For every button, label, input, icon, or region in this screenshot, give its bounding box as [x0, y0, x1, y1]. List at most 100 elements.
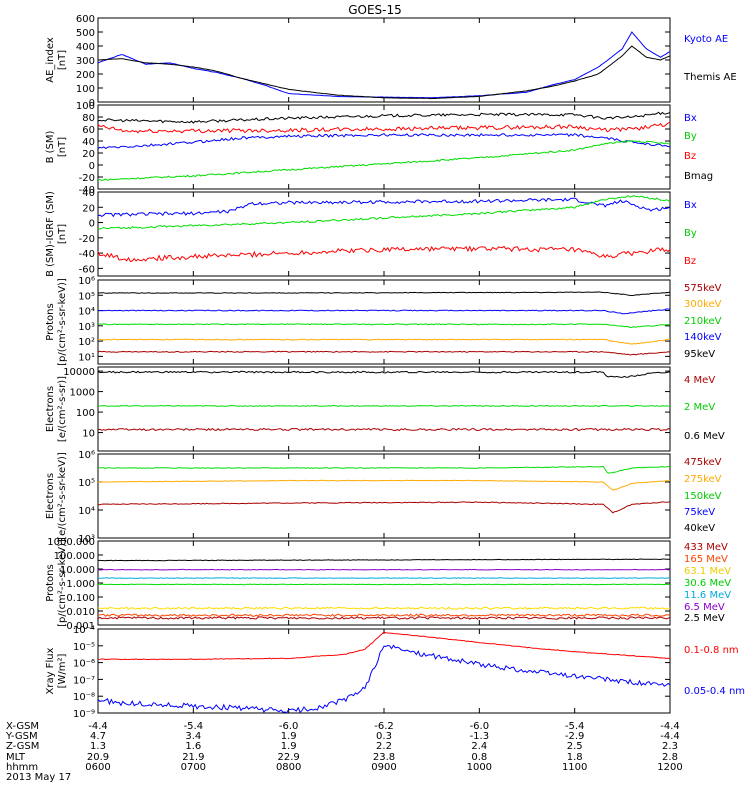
x-mlt-value: 22.9 [278, 752, 300, 763]
y-tick-label: -40 [79, 185, 95, 196]
y-tick-label: 10000 [63, 367, 95, 378]
y-tick-label: 1.000 [66, 579, 95, 590]
x-hhmm-value: 0600 [85, 762, 110, 773]
y-tick-label: 400 [76, 42, 95, 53]
y-tick-label: 0.010 [66, 607, 95, 618]
x-x-gsm-value: -4.4 [88, 721, 108, 732]
series-line-150kev [98, 465, 671, 474]
panel-frame [97, 628, 671, 714]
x-mlt-value: 0.8 [471, 752, 487, 763]
y-tick-label: 10⁻⁴ [73, 625, 95, 636]
y-tick-label: 10³ [78, 534, 95, 545]
x-hhmm-value: 0700 [181, 762, 206, 773]
legend-entry: 2.5 MeV [684, 613, 725, 624]
x-x-gsm-value: -4.4 [660, 721, 680, 732]
y-tick-label: 10⁻⁷ [73, 675, 95, 686]
legend-entry: 0.6 MeV [684, 431, 725, 442]
panel-6: 10³ 10⁴ 10⁵ 10⁶ Electrons [e/(cm²-s-sr-keV)] 4… [45, 450, 722, 545]
legend-entry: 210keV [684, 316, 722, 327]
series-line-6-5-mev [97, 568, 671, 571]
legend-entry: 475keV [684, 457, 722, 468]
legend-entry: Bx [684, 113, 697, 124]
x-hhmm-value: 1100 [562, 762, 587, 773]
y-tick-label: 300 [76, 56, 95, 67]
y-tick-label: 10⁻⁹ [73, 709, 95, 720]
x-hhmm-value: 0800 [276, 762, 301, 773]
series-line-bmag [97, 111, 671, 124]
legend-entry: 0.1-0.8 nm [684, 645, 739, 656]
y-tick-label: 80 [82, 113, 95, 124]
x-x-gsm-value: -5.4 [565, 721, 585, 732]
legend-entry: 75keV [684, 507, 715, 518]
series-line-433-mev [97, 616, 671, 620]
legend-entry: 11.6 MeV [684, 590, 731, 601]
y-tick-label: 10⁵ [78, 291, 95, 302]
y-axis-label: [nT] [57, 50, 68, 70]
legend-entry: 30.6 MeV [684, 578, 731, 589]
series-line-210kev [97, 323, 671, 329]
x-row-label: MLT [6, 752, 26, 763]
series-line-by [97, 140, 671, 182]
legend-entry: 275keV [684, 474, 722, 485]
x-hhmm-value: 1200 [657, 762, 682, 773]
series-line-300kev [97, 338, 671, 345]
y-axis-label: Electrons [45, 473, 56, 519]
x-row-label: Y-GSM [5, 731, 38, 742]
panel-3: -60 -40 -20 0 20 40 B (SM)-IGRF (SM) [nT] Bx By Bz [45, 188, 697, 277]
y-tick-label: 0.001 [66, 621, 95, 632]
x-mlt-value: 2.8 [662, 752, 678, 763]
x-y-gsm-value: -1.3 [470, 731, 490, 742]
chart-title: GOES-15 [348, 3, 402, 17]
y-tick-label: 10⁻⁶ [73, 659, 95, 670]
x-x-gsm-value: -6.0 [470, 721, 490, 732]
y-axis-label: B (SM) [45, 130, 56, 163]
y-tick-label: 0 [89, 161, 95, 172]
y-tick-label: -40 [79, 249, 95, 260]
series-line-kyoto-ae [97, 31, 671, 99]
legend-entry: 0.05-0.4 nm [684, 686, 745, 697]
legend-entry: 63.1 MeV [684, 566, 731, 577]
legend-entry: 95keV [684, 349, 715, 360]
series-line-2-mev [97, 404, 671, 407]
y-axis-label: [p/(cm²-s-sr-keV)] [57, 539, 68, 627]
y-axis-label: [nT] [57, 137, 68, 157]
legend-entry: 300keV [684, 299, 722, 310]
legend-entry: 140keV [684, 332, 722, 343]
y-axis-label: Electrons [45, 386, 56, 432]
y-tick-label: 10 [82, 429, 95, 440]
legend-entry: 433 MeV [684, 542, 728, 553]
x-row-label: X-GSM [6, 721, 39, 732]
x-z-gsm-value: 2.4 [471, 741, 487, 752]
panel-5: 10 100 1000 10000 Electrons [e/(cm²-s-sr)] 4 M… [45, 366, 725, 452]
panel-frame [97, 540, 671, 626]
legend-entry: 165 MeV [684, 554, 728, 565]
legend-entry: Kyoto AE [684, 34, 728, 45]
x-x-gsm-value: -5.4 [184, 721, 204, 732]
y-axis-label: Xray Flux [45, 647, 56, 694]
panel-7: 0.001 0.010 0.100 1.000 10.000 100.000 1000.00… [45, 537, 731, 632]
y-tick-label: -60 [79, 264, 95, 275]
y-tick-label: 200 [76, 70, 95, 81]
x-row-label: 2013 May 17 [6, 772, 71, 783]
legend-entry: 2 MeV [684, 402, 715, 413]
y-tick-label: 100 [76, 101, 95, 112]
y-tick-label: 100 [76, 408, 95, 419]
legend-entry: 150keV [684, 491, 722, 502]
series-line-bx [97, 197, 671, 218]
series-line-0-6-mev [97, 370, 671, 378]
x-hhmm-value: 0900 [371, 762, 396, 773]
x-z-gsm-value: 1.6 [185, 741, 201, 752]
y-tick-label: 0 [89, 98, 95, 109]
y-tick-label: 10⁻⁸ [73, 692, 95, 703]
legend-entry: By [684, 228, 697, 239]
legend-entry: Bx [684, 200, 697, 211]
y-tick-label: 0 [89, 219, 95, 230]
panel-8: 10⁻⁹ 10⁻⁸ 10⁻⁷ 10⁻⁶ 10⁻⁵ 10⁻⁴ Xray Flux [W/m²] 0… [45, 625, 745, 720]
legend-entry: 4 MeV [684, 375, 715, 386]
y-axis-label: [nT] [57, 224, 68, 244]
x-z-gsm-value: 1.9 [281, 741, 297, 752]
